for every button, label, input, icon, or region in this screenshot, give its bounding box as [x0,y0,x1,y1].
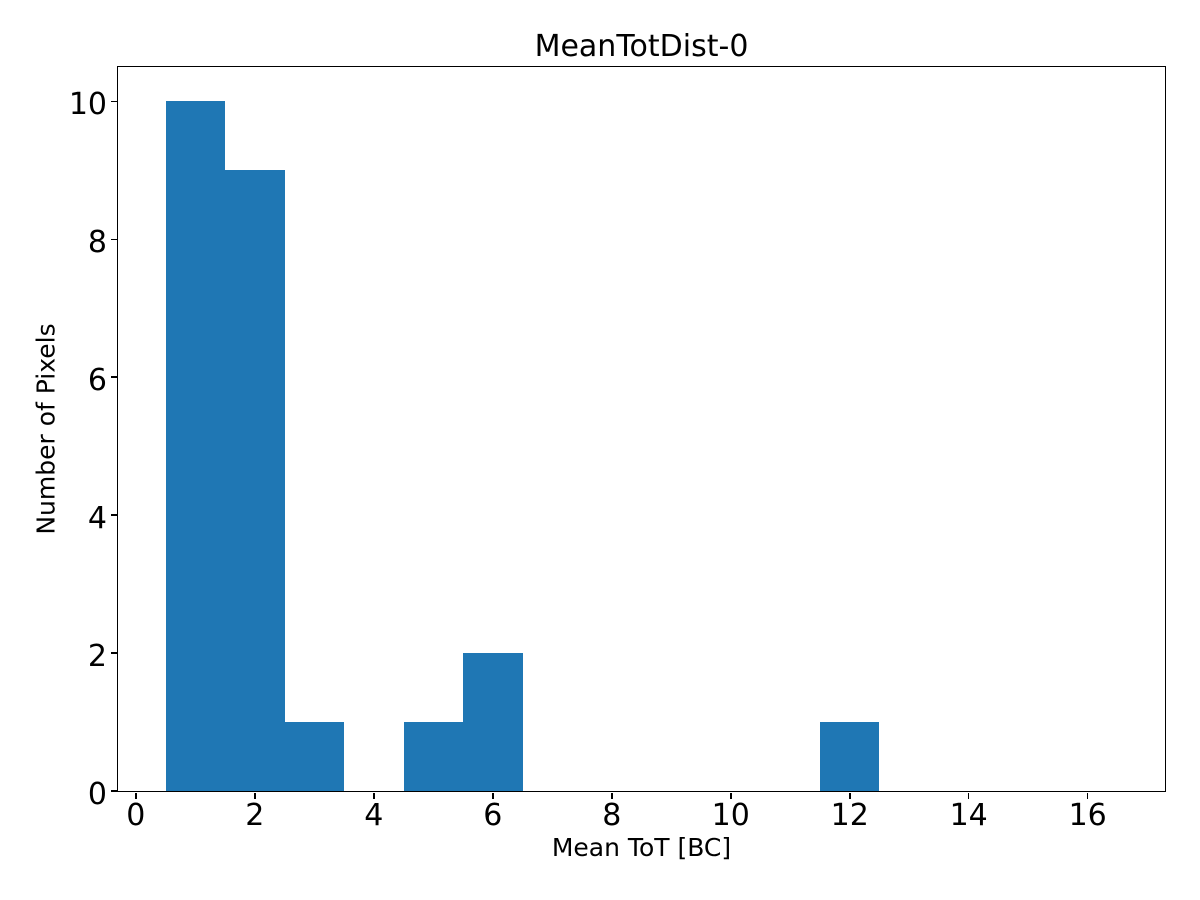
x-tick-mark [967,792,970,799]
x-tick-mark [135,792,137,799]
x-tick-mark [848,792,851,799]
y-tick-label: 2 [87,639,107,675]
x-tick-mark [254,792,256,799]
y-tick-mark [110,100,117,103]
x-tick-mark [729,792,732,799]
y-tick-mark [110,238,117,241]
x-axis-label: Mean ToT [BC] [551,833,732,862]
x-tick-label: 4 [364,798,384,833]
plot-area [116,65,1166,792]
y-tick-label: 8 [87,225,107,261]
y-axis-label: Number of Pixels [31,323,61,535]
x-tick-label: 2 [245,798,265,833]
y-tick-mark [110,514,117,516]
histogram-bar [403,722,464,791]
y-tick-label: 6 [87,363,107,399]
y-tick-mark [110,376,117,379]
x-tick-label: 0 [126,798,146,833]
x-tick-label: 16 [1068,798,1107,833]
y-tick-mark [110,652,117,654]
y-tick-label: 4 [87,501,107,537]
histogram-bar [463,653,523,791]
x-tick-label: 10 [711,798,750,833]
y-tick-mark [110,790,117,792]
x-tick-label: 8 [602,798,622,833]
x-tick-label: 12 [830,798,869,833]
histogram-bar [225,170,285,791]
x-tick-mark [373,792,375,799]
x-tick-mark [491,792,494,799]
histogram-bar [819,722,880,791]
chart-title: MeanTotDist-0 [534,29,749,64]
x-tick-label: 14 [949,798,988,833]
x-tick-label: 6 [483,798,503,833]
histogram-bar [284,722,345,791]
y-tick-label: 10 [68,87,107,123]
histogram-bar [165,101,226,791]
x-tick-mark [1086,792,1089,799]
y-tick-label: 0 [87,777,107,812]
x-tick-mark [610,792,613,799]
